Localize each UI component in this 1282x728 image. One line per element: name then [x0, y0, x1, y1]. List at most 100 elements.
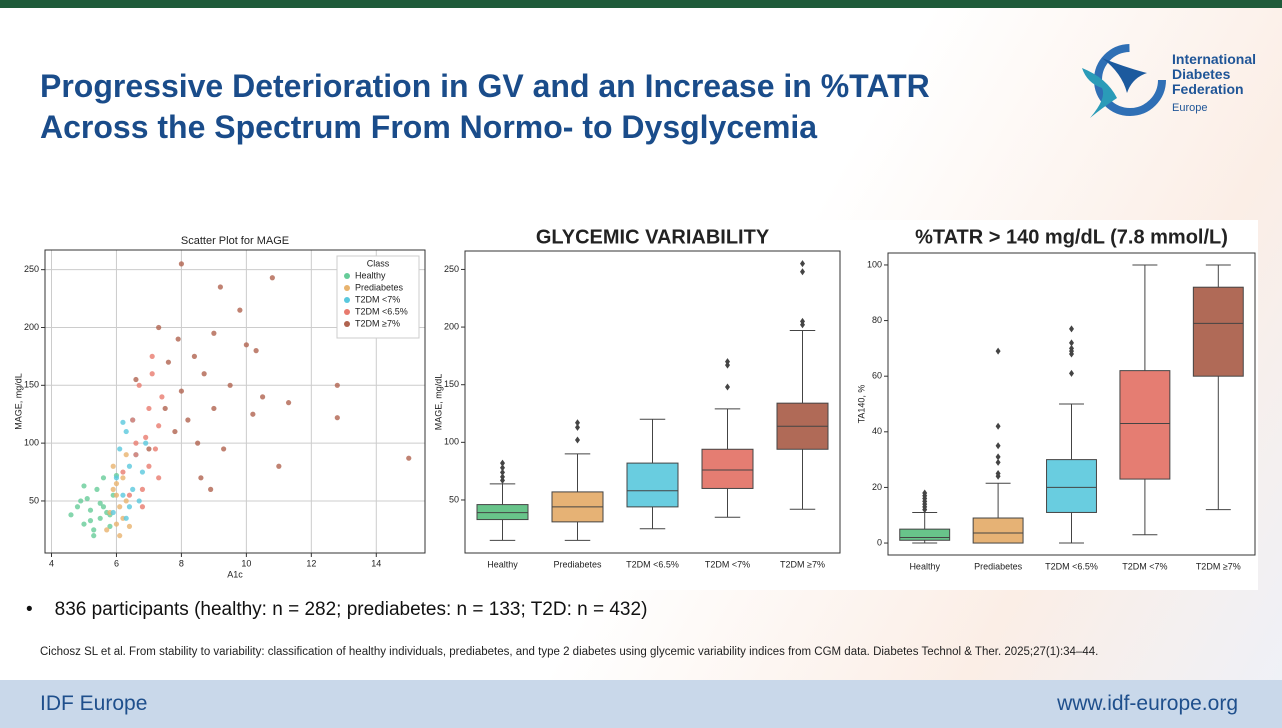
y-tick-label: 60: [872, 371, 882, 381]
point: [123, 515, 129, 521]
point: [250, 411, 256, 417]
point: [143, 434, 149, 440]
legend: Class Healthy Prediabetes T2DM <7% T2DM <6.5…: [336, 255, 420, 339]
legend-title: Class: [367, 258, 390, 268]
point: [276, 463, 282, 469]
point: [87, 518, 94, 524]
outlier: [1069, 325, 1074, 333]
point: [110, 463, 116, 469]
point: [94, 486, 100, 492]
box: [476, 504, 529, 521]
point: [136, 382, 142, 388]
point: [130, 417, 136, 423]
outlier: [500, 473, 505, 481]
x-tick-label: T2DM <7%: [705, 559, 750, 569]
point: [126, 463, 133, 469]
outlier: [922, 489, 928, 497]
point: [97, 515, 103, 521]
point: [143, 440, 149, 446]
box: [899, 528, 951, 541]
point: [156, 324, 162, 331]
y-tick-label: 80: [872, 315, 882, 325]
point: [97, 500, 103, 506]
point: [110, 486, 116, 492]
outlier: [995, 470, 1001, 478]
outlier: [725, 383, 730, 391]
box: [1192, 286, 1244, 377]
point: [149, 371, 155, 377]
point: [139, 504, 146, 510]
box: [701, 448, 754, 489]
point: [201, 371, 207, 377]
box: [1119, 370, 1171, 480]
point: [285, 400, 292, 406]
y-axis-label: TA140, %: [856, 385, 866, 424]
point: [156, 423, 162, 429]
point: [113, 481, 120, 487]
y-tick-label: 150: [444, 379, 459, 389]
point: [133, 452, 139, 458]
point: [217, 284, 223, 290]
y-axis-label: MAGE, mg/dL: [13, 373, 23, 430]
point: [178, 261, 185, 267]
legend-label: T2DM <7%: [355, 294, 400, 304]
legend-label: Healthy: [355, 270, 386, 280]
point: [133, 440, 139, 446]
y-tick-label: 50: [29, 495, 39, 505]
point: [165, 359, 172, 365]
plot-frame: [887, 252, 1256, 556]
point: [159, 394, 165, 400]
point: [123, 452, 129, 458]
point: [117, 533, 123, 539]
point: [175, 336, 181, 342]
y-tick-label: 200: [24, 322, 39, 332]
chart: GLYCEMIC VARIABILITY MAGE, mg/dL 50 100 150 2…: [430, 220, 850, 590]
point: [221, 446, 227, 452]
point: [149, 353, 155, 359]
x-tick-label: 10: [241, 558, 251, 568]
logo-name: International Diabetes Federation: [1172, 51, 1257, 97]
outlier: [995, 347, 1001, 355]
footer-left: IDF Europe: [40, 692, 148, 715]
outlier: [800, 268, 805, 276]
point: [334, 382, 340, 388]
outlier: [995, 442, 1001, 450]
point: [81, 483, 87, 489]
point: [139, 486, 146, 492]
point: [185, 417, 191, 423]
y-axis-label: MAGE, mg/dL: [433, 374, 443, 431]
point: [126, 523, 133, 530]
title-line: Across the Spectrum From Normo- to Dysgl…: [40, 109, 818, 145]
logo-mark: [1082, 44, 1166, 118]
chart-title: %TATR > 140 mg/dL (7.8 mmol/L): [915, 226, 1228, 248]
outlier: [995, 458, 1001, 466]
y-tick-label: 250: [24, 264, 39, 274]
point: [84, 496, 90, 502]
legend-swatch: [344, 297, 350, 303]
x-tick-label: Healthy: [487, 559, 518, 569]
outlier: [500, 468, 505, 476]
chart: %TATR > 140 mg/dL (7.8 mmol/L) TA140, % 0 2…: [850, 220, 1258, 590]
citation: Cichosz SL et al. From stability to vari…: [40, 646, 1099, 658]
point: [146, 446, 152, 452]
point: [211, 405, 217, 412]
y-tick-label: 20: [872, 482, 882, 492]
point: [68, 512, 74, 518]
x-tick-label: 12: [306, 558, 316, 568]
slide-title: Progressive Deterioration in GV and an I…: [40, 66, 930, 148]
outlier: [800, 260, 805, 268]
legend-label: T2DM ≥7%: [355, 318, 400, 328]
point: [269, 275, 275, 281]
point: [126, 492, 133, 498]
point: [211, 330, 217, 336]
point: [100, 475, 107, 481]
point: [237, 307, 243, 313]
bullet-text: 836 participants (healthy: n = 282; pred…: [54, 599, 648, 620]
point: [78, 498, 84, 504]
x-tick-label: 6: [114, 558, 119, 568]
box: [1046, 459, 1097, 513]
point: [130, 486, 136, 492]
outlier: [1069, 339, 1074, 347]
point: [178, 388, 185, 394]
point: [120, 492, 126, 498]
